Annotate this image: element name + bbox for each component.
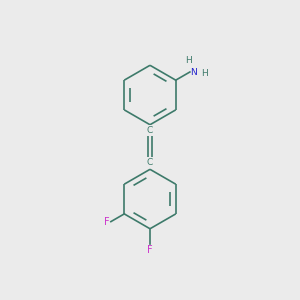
Text: H: H <box>185 56 192 64</box>
Text: F: F <box>104 217 110 226</box>
Text: N: N <box>190 68 197 77</box>
Text: C: C <box>147 158 153 167</box>
Text: C: C <box>147 126 153 135</box>
Text: H: H <box>201 69 208 78</box>
Text: F: F <box>147 245 153 255</box>
